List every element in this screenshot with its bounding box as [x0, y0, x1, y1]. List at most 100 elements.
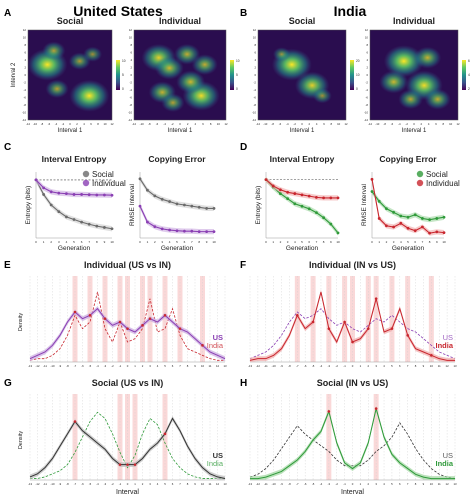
- density-xtick-label: -13: [28, 364, 32, 368]
- density-xtick-label: -1: [343, 482, 346, 486]
- density-xlabel: Interval: [341, 489, 364, 496]
- density-xlabel: Interval: [116, 489, 139, 496]
- data-point-individual: [336, 196, 340, 200]
- peak-marker: [390, 327, 394, 330]
- linechart-xtick-label: 4: [400, 240, 402, 244]
- heatmap-hotspot: [42, 41, 66, 61]
- heatmap-xtick-label: -6: [279, 122, 282, 126]
- heatmap-xtick-label: 8: [97, 122, 99, 126]
- heatmap-xtick-label: -10: [33, 122, 37, 126]
- heatmap-hotspot: [176, 70, 206, 94]
- colorbar-tick-label: 0: [122, 87, 124, 91]
- heatmap-ytick-label: -6: [24, 96, 27, 100]
- density-xtick-label: -1: [343, 364, 346, 368]
- linechart-xtick-label: 3: [161, 240, 163, 244]
- density-dashed-us: [249, 308, 456, 360]
- heatmap-xtick-label: -2: [171, 122, 174, 126]
- density-xtick-label: 7: [179, 364, 181, 368]
- linechart-xtick-label: 2: [280, 240, 282, 244]
- density-xtick-label: -6: [304, 482, 307, 486]
- density-xtick-label: -7: [296, 364, 299, 368]
- density-xtick-label: 1: [360, 364, 362, 368]
- data-point-individual: [293, 192, 297, 195]
- density-title: Social (US vs IN): [92, 378, 164, 388]
- heatmap-xtick-label: -6: [156, 122, 159, 126]
- colorbar-tick-label: 6: [468, 59, 470, 63]
- peak-marker: [374, 407, 378, 410]
- data-point-individual: [329, 196, 333, 200]
- peak-marker: [374, 297, 378, 300]
- panel-letter-c: C: [4, 142, 11, 153]
- linechart-xtick-label: 4: [294, 240, 296, 244]
- heatmap-xtick-label: -2: [405, 122, 408, 126]
- linechart-xtick-label: 7: [88, 240, 90, 244]
- heatmap-ytick-label: 8: [24, 43, 26, 47]
- peak-marker: [163, 432, 167, 436]
- heatmap-xtick-label: 12: [224, 122, 228, 126]
- heatmap-ytick-label: -4: [254, 88, 257, 92]
- data-point-individual: [385, 224, 388, 228]
- panels-group: Social-12 -10 -8 -6 -4 -2 0 2 4 6 8 10 12121086420-2…: [11, 16, 470, 496]
- density-xtick-label: 1: [360, 482, 362, 486]
- data-point-individual: [212, 230, 216, 234]
- density-xtick-label: -4: [96, 364, 99, 368]
- density-xtick-label: -4: [320, 482, 323, 486]
- linechart-title: Interval Entropy: [42, 154, 107, 164]
- data-point-individual: [205, 230, 209, 234]
- linechart-xtick-label: 6: [414, 240, 416, 244]
- heatmap-ytick-label: 6: [366, 51, 368, 55]
- data-point-individual: [138, 204, 142, 208]
- peak-marker: [118, 463, 122, 466]
- heatmap-title: Social: [289, 16, 316, 26]
- legend-label-individual: Individual: [92, 179, 126, 188]
- density-xtick-label: -9: [59, 482, 62, 486]
- density-xtick-label: -5: [89, 364, 92, 368]
- data-point-individual: [271, 184, 275, 188]
- heatmap-xtick-label: 0: [301, 122, 303, 126]
- density-xtick-label: -6: [81, 364, 84, 368]
- heatmap-xtick-label: 10: [449, 122, 453, 126]
- heatmap-hotspot: [45, 79, 69, 99]
- heatmap-ytick-label: -8: [366, 103, 369, 107]
- linechart-xtick-label: 1: [272, 240, 274, 244]
- heatmap-xtick-label: -4: [163, 122, 166, 126]
- colorbar: [350, 60, 354, 90]
- data-point-social: [183, 203, 186, 207]
- density-xtick-label: 9: [194, 482, 196, 486]
- title-united-states: United States: [73, 3, 163, 19]
- density-xtick-label: -8: [288, 364, 291, 368]
- data-point-individual: [392, 225, 395, 229]
- data-point-social: [336, 231, 340, 235]
- data-point-social: [315, 211, 318, 215]
- data-point-individual: [322, 196, 325, 200]
- density-xtick-label: 1: [134, 364, 136, 368]
- heatmap-xtick-label: -10: [375, 122, 379, 126]
- data-point-individual: [315, 195, 318, 199]
- density-xtick-label: 11: [438, 482, 441, 486]
- density-xtick-label: -1: [119, 482, 122, 486]
- heatmap-ytick-label: -4: [130, 88, 133, 92]
- heatmap-ytick-label: -2: [254, 81, 257, 85]
- density-xtick-label: 12: [446, 364, 450, 368]
- colorbar-tick-label: 0: [236, 87, 238, 91]
- data-point-individual: [197, 230, 201, 234]
- heatmap-xtick-label: 4: [428, 122, 430, 126]
- data-point-social: [197, 205, 201, 209]
- density-xtick-label: -7: [74, 364, 77, 368]
- density-xtick-label: 5: [164, 482, 166, 486]
- heatmap-xtick-label: -2: [293, 122, 296, 126]
- heatmap-ytick-label: -12: [252, 118, 256, 122]
- peak-marker: [141, 324, 144, 327]
- heatmap-hotspot: [272, 47, 291, 62]
- linechart-xtick-label: 6: [184, 240, 186, 244]
- data-point-individual: [428, 231, 431, 235]
- linechart-xtick-label: 2: [386, 240, 388, 244]
- data-point-individual: [103, 193, 106, 197]
- heatmap-xtick-label: -6: [48, 122, 51, 126]
- heatmap-ytick-label: 10: [365, 36, 369, 40]
- heatmap-ytick-label: 0: [366, 73, 368, 77]
- data-point-social: [42, 193, 45, 196]
- heatmap-xtick-label: -4: [398, 122, 401, 126]
- heatmap-xtick-label: -8: [383, 122, 386, 126]
- peak-marker: [73, 310, 77, 314]
